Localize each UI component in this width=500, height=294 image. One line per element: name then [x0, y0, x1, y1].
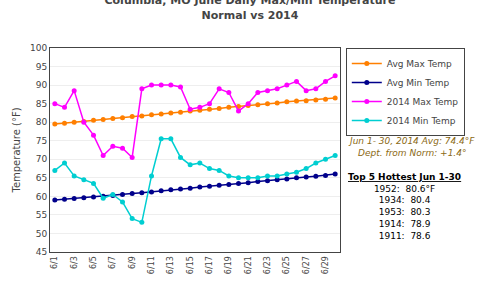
svg-text:2014 Min Temp: 2014 Min Temp — [387, 116, 456, 126]
svg-text:6/13: 6/13 — [166, 256, 175, 274]
svg-text:6/11: 6/11 — [147, 256, 156, 274]
svg-text:65: 65 — [36, 173, 47, 183]
svg-text:6/7: 6/7 — [108, 256, 117, 269]
svg-text:6/9: 6/9 — [128, 256, 137, 269]
svg-text:45: 45 — [36, 247, 47, 257]
svg-text:6/5: 6/5 — [89, 256, 98, 269]
svg-text:90: 90 — [36, 80, 48, 90]
svg-text:6/27: 6/27 — [302, 256, 311, 274]
svg-text:60: 60 — [36, 192, 48, 202]
svg-text:6/19: 6/19 — [224, 256, 233, 274]
svg-text:55: 55 — [36, 210, 47, 220]
svg-text:6/1: 6/1 — [50, 256, 59, 269]
svg-text:Columbia, MO June Daily Max/Mi: Columbia, MO June Daily Max/Min Temperat… — [104, 0, 395, 22]
svg-text:Top 5 Hottest Jun 1-301952: 8: Top 5 Hottest Jun 1-301952: 80.6°F1934: … — [348, 172, 461, 241]
svg-text:70: 70 — [36, 154, 48, 164]
svg-text:6/25: 6/25 — [282, 256, 291, 274]
svg-text:6/15: 6/15 — [186, 256, 195, 274]
svg-text:50: 50 — [36, 229, 48, 239]
svg-text:6/17: 6/17 — [205, 256, 214, 274]
svg-text:6/23: 6/23 — [263, 256, 272, 274]
svg-text:75: 75 — [36, 136, 47, 146]
svg-text:80: 80 — [36, 117, 48, 127]
svg-text:100: 100 — [30, 43, 47, 53]
svg-text:2014 Max Temp: 2014 Max Temp — [387, 97, 459, 107]
svg-text:Avg Min Temp: Avg Min Temp — [387, 78, 450, 88]
svg-text:6/21: 6/21 — [244, 256, 253, 274]
svg-text:6/3: 6/3 — [70, 256, 79, 269]
svg-text:Avg Max Temp: Avg Max Temp — [387, 59, 452, 69]
svg-text:Temperature (°F): Temperature (°F) — [11, 107, 22, 193]
svg-text:Jun 1- 30, 2014 Avg: 74.4°FDep: Jun 1- 30, 2014 Avg: 74.4°FDept. from No… — [348, 136, 475, 158]
svg-text:6/29: 6/29 — [321, 256, 330, 274]
svg-text:85: 85 — [36, 99, 47, 109]
svg-text:95: 95 — [36, 62, 47, 72]
